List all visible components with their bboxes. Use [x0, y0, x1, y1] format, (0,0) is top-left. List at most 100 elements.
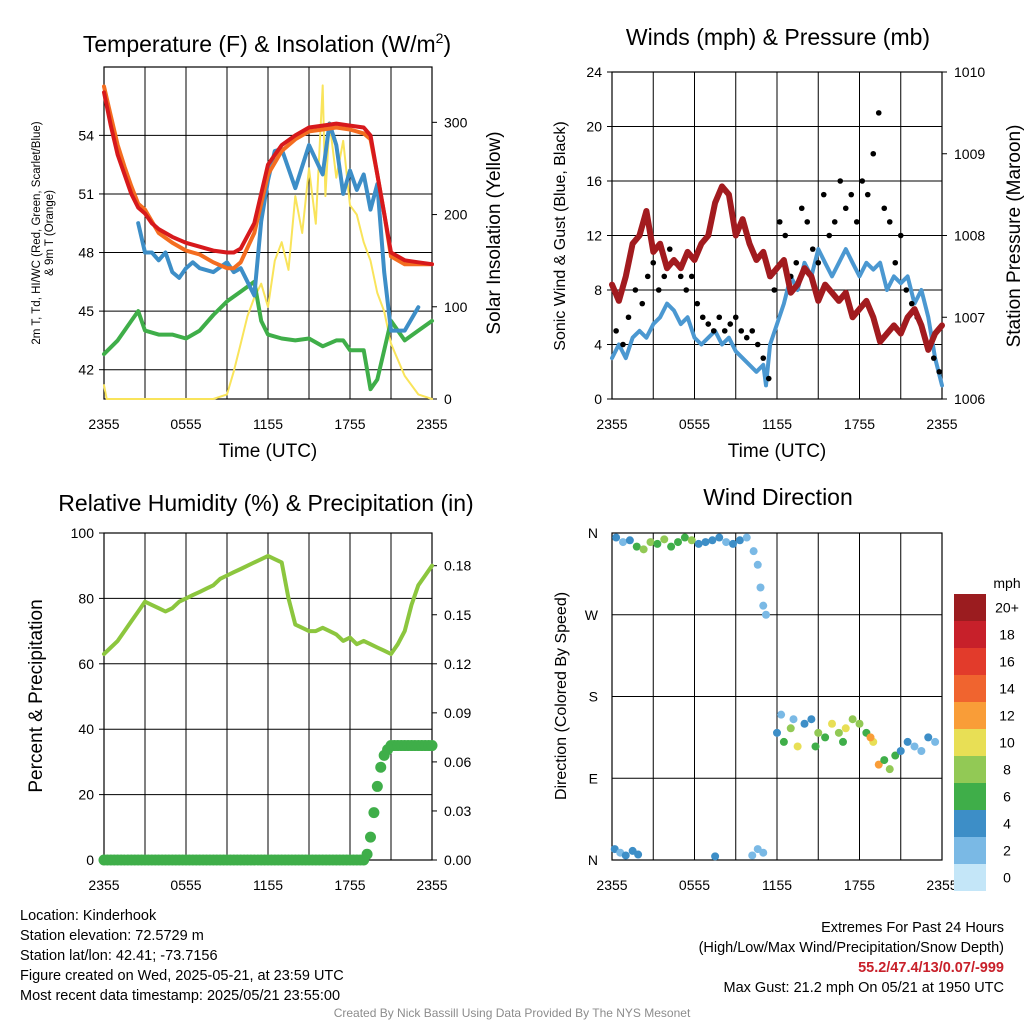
- y-tick-label: 16: [586, 173, 602, 189]
- plot-frame: [611, 71, 943, 400]
- y2-tick-label: 0: [444, 391, 452, 407]
- gust-point: [930, 355, 937, 361]
- gust-point: [716, 314, 723, 321]
- x-tick-label: 2355: [416, 416, 447, 432]
- y2-tick-label: 1010: [954, 64, 985, 80]
- y2-tick-label: 0.12: [444, 656, 471, 672]
- direction-point: [646, 538, 655, 547]
- legend-swatch: [954, 729, 986, 756]
- y-tick-label: S: [589, 689, 598, 705]
- direction-point: [639, 545, 648, 554]
- direction-point: [786, 724, 795, 733]
- gust-point: [837, 178, 844, 184]
- x-tick-label: 1755: [334, 416, 365, 432]
- recent-data-text: Most recent data timestamp: 2025/05/21 2…: [20, 988, 341, 1004]
- chart-title: Temperature (F) & Insolation (W/m2): [83, 30, 451, 57]
- elevation-text: Station elevation: 72.5729 m: [20, 928, 204, 944]
- gust-point: [705, 321, 712, 327]
- x-tick-label: 2355: [88, 416, 119, 432]
- y2-tick-label: 200: [444, 207, 468, 223]
- direction-point: [874, 760, 883, 769]
- direction-point: [759, 848, 768, 857]
- y2-tick-label: 0.03: [444, 803, 471, 819]
- x-tick-label: 1155: [253, 877, 283, 893]
- direction-point: [924, 733, 933, 742]
- y-axis-label-line1: 2m T, Td, HI/WC (Red, Green, Scarlet/Blu…: [31, 121, 43, 344]
- direction-point: [748, 851, 757, 860]
- legend-label: 8: [1003, 762, 1011, 778]
- x-tick-label: 1755: [844, 416, 875, 432]
- direction-point: [779, 737, 788, 746]
- x-tick-label: 2355: [926, 877, 957, 893]
- x-tick-label: 2355: [88, 877, 119, 893]
- y-axis-label: Percent & Precipitation: [26, 599, 47, 792]
- gust-point: [727, 321, 734, 327]
- gust-point: [644, 273, 651, 280]
- legend-swatch: [954, 702, 986, 729]
- gust-point: [804, 219, 811, 225]
- direction-point: [756, 583, 765, 592]
- x-tick-label: 0555: [170, 877, 201, 893]
- chart-title-main: Temperature (F) & Insolation (W/m: [83, 31, 436, 57]
- gust-point: [677, 273, 684, 280]
- y-tick-label: 45: [78, 303, 94, 319]
- series-line-2m-t: [102, 90, 434, 267]
- y-tick-label: 20: [78, 787, 94, 803]
- direction-point: [625, 536, 634, 545]
- gust-point: [903, 287, 910, 293]
- direction-point: [694, 539, 703, 548]
- gust-point: [782, 232, 789, 239]
- x-tick-label: 1155: [762, 416, 792, 432]
- x-tick-label: 0555: [679, 416, 710, 432]
- y-tick-label: N: [588, 852, 598, 868]
- y-tick-label: 60: [78, 656, 94, 672]
- y-tick-label: N: [588, 525, 598, 541]
- y-tick-label: 54: [78, 127, 94, 143]
- x-tick-label: 1155: [253, 416, 283, 432]
- y2-tick-label: 1009: [954, 146, 985, 162]
- gust-point: [650, 259, 657, 266]
- precip-point: [368, 807, 380, 819]
- y-axis-label: Sonic Wind & Gust (Blue, Black): [552, 121, 569, 350]
- direction-point: [619, 538, 627, 547]
- y-tick-label: 4: [594, 337, 602, 353]
- direction-point: [814, 728, 823, 737]
- gust-point: [897, 232, 904, 239]
- gust-point: [875, 110, 882, 116]
- direction-point: [711, 852, 720, 861]
- precip-point: [361, 848, 373, 860]
- gust-point: [694, 300, 701, 307]
- precip-point: [365, 831, 376, 843]
- gust-point: [613, 328, 619, 334]
- legend-swatch: [954, 756, 986, 783]
- direction-point: [910, 742, 919, 751]
- y2-tick-label: 1007: [954, 309, 985, 325]
- x-tick-label: 2355: [596, 416, 627, 432]
- gust-point: [620, 341, 626, 348]
- direction-point: [653, 539, 662, 548]
- y-tick-label: 0: [594, 391, 602, 407]
- direction-point: [773, 728, 781, 737]
- y2-tick-label: 0.09: [444, 705, 471, 721]
- gust-point: [842, 205, 849, 212]
- y2-tick-label: 0.18: [444, 558, 471, 574]
- legend-label: 20+: [995, 600, 1019, 616]
- y2-axis-label: Station Pressure (Maroon): [1004, 125, 1024, 348]
- series-line-insolation: [103, 84, 433, 400]
- y-tick-label: 48: [78, 245, 94, 261]
- y-tick-label: 80: [78, 590, 94, 606]
- direction-point: [708, 536, 717, 545]
- gust-point: [881, 205, 888, 212]
- direction-point: [917, 747, 926, 755]
- y2-tick-label: 1006: [954, 391, 985, 407]
- series-line-sonic-wind: [610, 247, 944, 388]
- direction-point: [800, 719, 809, 728]
- gust-point: [820, 191, 827, 198]
- direction-point: [807, 715, 816, 724]
- precip-point: [426, 740, 438, 752]
- gust-point: [798, 205, 805, 212]
- gust-point: [666, 246, 673, 252]
- y2-tick-label: 300: [444, 114, 468, 130]
- y2-tick-label: 1008: [954, 228, 985, 244]
